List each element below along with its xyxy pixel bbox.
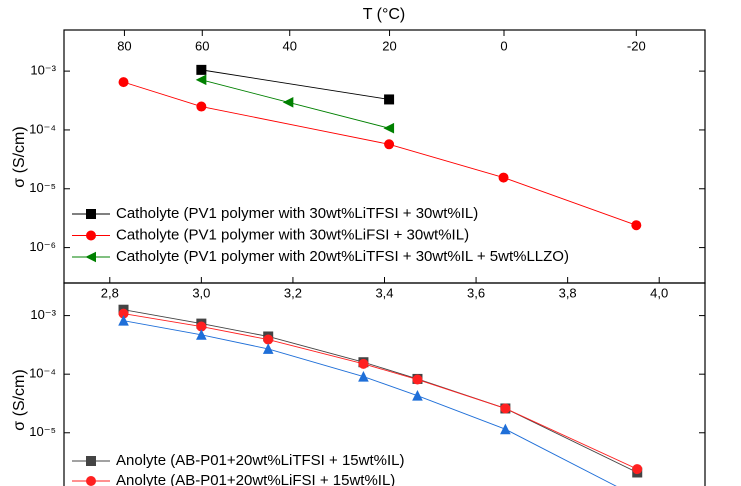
plot-frame xyxy=(63,282,706,486)
marker xyxy=(384,139,395,150)
x-tick-label: 2,8 xyxy=(101,285,119,300)
legend-label: Anolyte (AB-P01+20wt%LiFSI + 15wt%IL) xyxy=(116,472,395,486)
marker xyxy=(195,74,207,86)
y-tick-label: 10⁻⁵ xyxy=(29,180,56,195)
x-tick-label: 3,0 xyxy=(192,285,210,300)
legend-marker xyxy=(86,230,96,241)
marker xyxy=(263,334,274,345)
marker xyxy=(262,343,274,354)
marker xyxy=(384,94,395,105)
y-tick-label: 10⁻⁶ xyxy=(29,483,56,486)
marker xyxy=(412,374,423,385)
top-tick-label: 60 xyxy=(195,38,209,53)
y-tick-label: 10⁻⁵ xyxy=(29,424,56,439)
plot-frame xyxy=(63,29,706,284)
marker xyxy=(358,358,369,369)
legend-marker xyxy=(86,209,96,219)
marker xyxy=(196,329,207,340)
top-tick-label: 40 xyxy=(282,38,296,53)
legend-marker xyxy=(85,251,96,263)
marker xyxy=(196,101,207,112)
legend-label: Catholyte (PV1 polymer with 30wt%LiFSI +… xyxy=(116,226,469,243)
top-tick-label: 0 xyxy=(500,38,507,53)
top-tick-label: -20 xyxy=(627,38,646,53)
x-tick-label: 3,8 xyxy=(559,285,577,300)
marker xyxy=(631,220,642,231)
legend-marker xyxy=(86,456,96,466)
x-tick-label: 4,0 xyxy=(650,285,668,300)
marker xyxy=(282,96,294,108)
y-tick-label: 10⁻³ xyxy=(30,307,56,322)
legend-label: Catholyte (PV1 polymer with 20wt%LiTFSI … xyxy=(116,248,569,265)
marker xyxy=(632,464,643,475)
y-tick-label: 10⁻⁴ xyxy=(29,121,56,136)
series-line xyxy=(201,79,390,129)
marker xyxy=(500,423,511,435)
series-line xyxy=(201,69,390,100)
marker xyxy=(500,403,511,414)
y-axis-title: σ (S/cm) xyxy=(11,369,28,430)
x-tick-label: 3,6 xyxy=(467,285,485,300)
marker xyxy=(498,172,509,183)
marker xyxy=(358,370,369,382)
x-tick-label: 3,2 xyxy=(284,285,302,300)
y-tick-label: 10⁻⁶ xyxy=(29,239,56,254)
marker xyxy=(196,64,207,75)
y-tick-label: 10⁻⁴ xyxy=(29,366,56,381)
marker xyxy=(383,122,395,134)
top-tick-label: 20 xyxy=(382,38,396,53)
marker xyxy=(412,390,423,401)
marker xyxy=(118,315,129,326)
y-tick-label: 10⁻³ xyxy=(30,63,56,78)
legend-label: Anolyte (AB-P01+20wt%LiTFSI + 15wt%IL) xyxy=(116,452,404,469)
legend-label: Catholyte (PV1 polymer with 30wt%LiTFSI … xyxy=(116,205,478,222)
top-axis-title: T (°C) xyxy=(363,6,406,23)
legend-marker xyxy=(86,476,96,486)
x-tick-label: 3,4 xyxy=(375,285,393,300)
top-tick-label: 80 xyxy=(117,38,131,53)
y-axis-title: σ (S/cm) xyxy=(11,126,28,187)
marker xyxy=(118,77,129,88)
